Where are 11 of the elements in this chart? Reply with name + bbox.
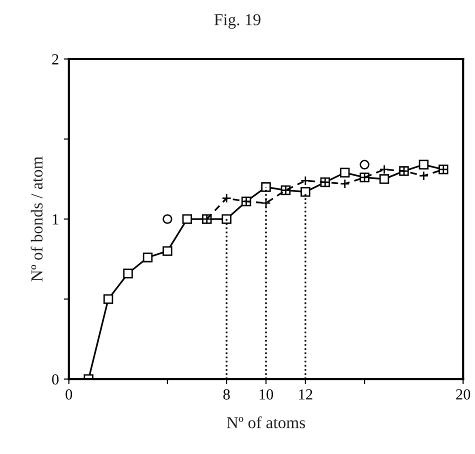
- y-tick-label: 2: [52, 54, 58, 64]
- x-tick-label: 8: [223, 389, 230, 400]
- x-tick-label: 20: [456, 389, 470, 400]
- x-tick-label: 10: [260, 389, 274, 400]
- x-tick-label: 0: [66, 389, 72, 400]
- chart-title: Fig. 19: [214, 14, 260, 29]
- y-tick-label: 0: [52, 374, 59, 385]
- x-tick-label: 12: [299, 389, 312, 400]
- y-axis-title: Nº of bonds / atom: [30, 156, 43, 282]
- x-axis-title: Nº of atoms: [226, 416, 306, 428]
- y-tick-label: 1: [52, 214, 58, 224]
